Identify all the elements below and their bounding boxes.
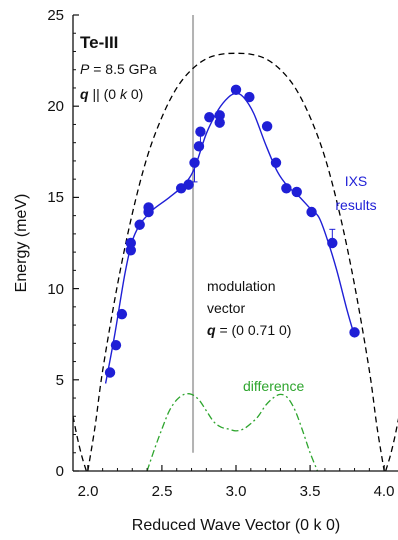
data-point-20	[281, 183, 292, 194]
x-tick-label-4-0: 4.0	[374, 483, 395, 500]
modulation-q-label: q = (0 0.71 0)	[207, 322, 291, 338]
modulation-label-line2: vector	[207, 300, 245, 316]
difference-label: difference	[243, 378, 304, 394]
x-tick-label-3-5: 3.5	[300, 483, 321, 500]
data-point-24	[349, 327, 360, 338]
data-point-21	[291, 186, 302, 198]
chart-title: Te-III	[80, 33, 118, 52]
y-tick-label-5: 5	[56, 372, 64, 389]
series-difference-line	[146, 393, 319, 471]
data-point-22	[306, 206, 317, 218]
data-point-14	[214, 110, 225, 121]
y-tick-label-15: 15	[47, 189, 64, 206]
data-point-2	[116, 308, 128, 320]
ticks-layer	[72, 14, 385, 472]
data-point-3	[125, 245, 136, 256]
x-axis-title: Reduced Wave Vector (0 k 0)	[132, 517, 340, 534]
data-point-0	[104, 367, 116, 378]
modulation-label-line1: modulation	[207, 278, 276, 294]
y-axis-title: Energy (meV)	[13, 194, 30, 293]
data-point-10	[189, 157, 200, 168]
data-point-18	[261, 121, 273, 132]
data-point-12	[195, 126, 206, 137]
q-symbol: q	[80, 86, 89, 102]
data-point-23	[327, 237, 338, 249]
series-dashed-left-edge-line	[73, 416, 87, 471]
axes	[72, 15, 398, 472]
pressure-symbol: P	[80, 61, 90, 77]
x-tick-label-2-5: 2.5	[152, 483, 173, 500]
data-point-9	[183, 179, 194, 190]
data-point-7	[143, 202, 154, 213]
q-direction-label: q || (0 k 0)	[80, 86, 143, 102]
data-point-16	[230, 84, 242, 95]
modulation-q-value: = (0 0.71 0)	[216, 322, 292, 338]
data-point-11	[193, 141, 205, 152]
series-layer	[73, 15, 398, 471]
ixs-label-line2: results	[335, 197, 376, 213]
pressure-label: P = 8.5 GPa	[80, 61, 157, 77]
data-point-15	[214, 117, 225, 128]
data-point-4	[125, 237, 136, 249]
y-tick-label-0: 0	[56, 463, 64, 480]
ixs-label-line1: IXS	[345, 173, 368, 189]
data-point-19	[270, 157, 282, 168]
points-layer	[104, 84, 360, 378]
q-k-symbol: k	[120, 86, 128, 102]
data-point-5	[134, 219, 145, 230]
series-fit-line	[104, 92, 356, 384]
q-end-text: 0)	[127, 86, 143, 102]
y-tick-label-10: 10	[47, 281, 64, 298]
x-tick-label-3-0: 3.0	[226, 483, 247, 500]
y-tick-label-20: 20	[47, 98, 64, 115]
pressure-value: = 8.5 GPa	[89, 61, 157, 77]
series-dashed-line	[87, 52, 385, 471]
data-point-13	[204, 111, 215, 123]
data-point-17	[244, 91, 255, 103]
series-dashed-right-edge-line	[385, 417, 398, 471]
data-point-1	[110, 339, 122, 351]
modulation-q-symbol: q	[207, 322, 216, 338]
x-tick-label-2-0: 2.0	[78, 483, 99, 500]
q-parallel-text: || (0	[89, 86, 120, 102]
y-tick-label-25: 25	[47, 7, 64, 24]
